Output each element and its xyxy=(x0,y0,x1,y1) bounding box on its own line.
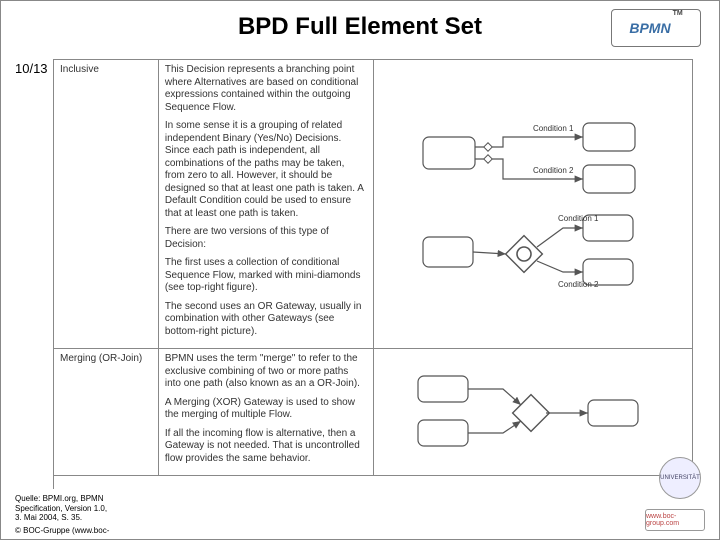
bpmn-logo-tm: TM xyxy=(673,10,683,17)
element-description: This Decision represents a branching poi… xyxy=(159,60,374,348)
desc-para: The first uses a collection of condition… xyxy=(165,257,367,295)
element-diagram xyxy=(374,349,693,475)
footer-line: Quelle: BPMI.org, BPMN xyxy=(15,494,107,504)
desc-para: A Merging (XOR) Gateway is used to show … xyxy=(165,397,367,422)
element-diagram: Condition 1 Condition 2 xyxy=(374,60,693,348)
footer-line: Specification, Version 1.0, xyxy=(15,504,107,514)
page-indicator: 10/13 xyxy=(15,61,48,76)
desc-para: There are two versions of this type of D… xyxy=(165,226,367,251)
table-row: Inclusive This Decision represents a bra… xyxy=(54,60,693,349)
edge-label: Condition 2 xyxy=(533,166,574,175)
merging-diagram-svg xyxy=(383,362,683,462)
edge-label: Condition 2 xyxy=(558,280,599,289)
inclusive-diagram-svg: Condition 1 Condition 2 xyxy=(383,109,683,299)
edge-label: Condition 1 xyxy=(558,214,599,223)
slide: BPD Full Element Set BPMN TM 10/13 Inclu… xyxy=(0,0,720,540)
copyright: © BOC-Gruppe (www.boc- xyxy=(15,526,109,535)
spec-table: Inclusive This Decision represents a bra… xyxy=(53,59,693,489)
table-row: Merging (OR-Join) BPMN uses the term "me… xyxy=(54,349,693,476)
desc-para: In some sense it is a grouping of relate… xyxy=(165,120,367,220)
element-name: Inclusive xyxy=(54,60,159,348)
element-name: Merging (OR-Join) xyxy=(54,349,159,475)
element-description: BPMN uses the term "merge" to refer to t… xyxy=(159,349,374,475)
desc-para: If all the incoming flow is alternative,… xyxy=(165,428,367,466)
bpmn-logo: BPMN TM xyxy=(611,9,701,47)
university-badge: UNIVERSITÄT xyxy=(659,457,701,499)
edge-label: Condition 1 xyxy=(533,124,574,133)
source-citation: Quelle: BPMI.org, BPMN Specification, Ve… xyxy=(15,494,107,523)
footer-line: 3. Mai 2004, S. 35. xyxy=(15,513,107,523)
desc-para: BPMN uses the term "merge" to refer to t… xyxy=(165,353,367,391)
desc-para: The second uses an OR Gateway, usually i… xyxy=(165,301,367,339)
desc-para: This Decision represents a branching poi… xyxy=(165,64,367,114)
bpmn-logo-text: BPMN xyxy=(629,20,670,36)
boc-badge: www.boc-group.com xyxy=(645,509,705,531)
